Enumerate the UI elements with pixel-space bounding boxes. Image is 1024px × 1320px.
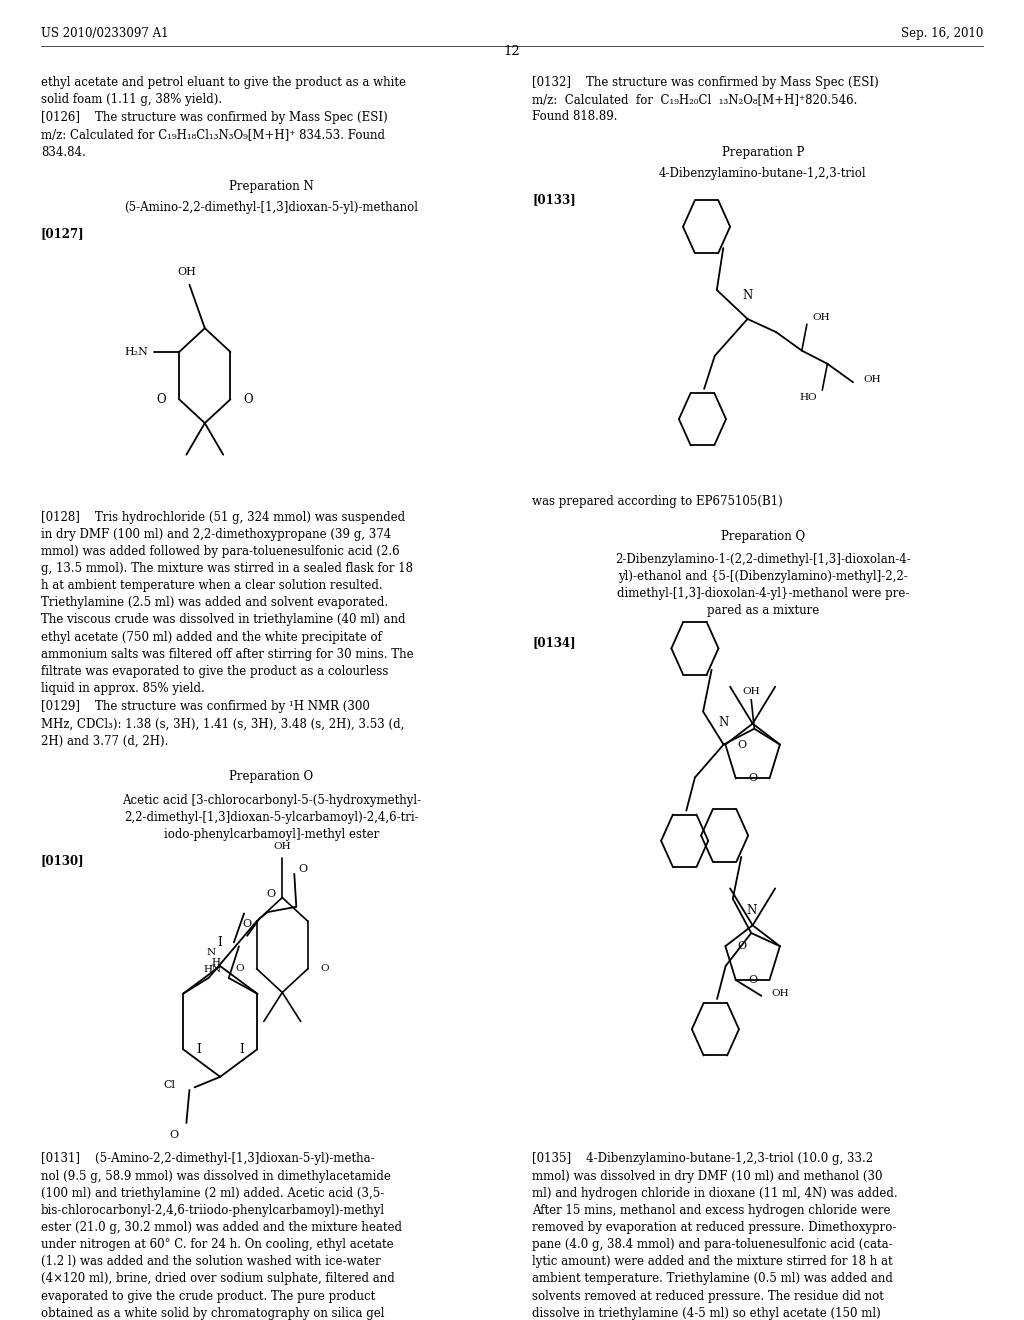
- Text: in dry DMF (100 ml) and 2,2-dimethoxypropane (39 g, 374: in dry DMF (100 ml) and 2,2-dimethoxypro…: [41, 528, 391, 541]
- Text: ml) and hydrogen chloride in dioxane (11 ml, 4N) was added.: ml) and hydrogen chloride in dioxane (11…: [532, 1187, 898, 1200]
- Text: O: O: [737, 739, 746, 750]
- Text: H₂N: H₂N: [125, 347, 148, 356]
- Text: O: O: [169, 1130, 178, 1139]
- Text: [0134]: [0134]: [532, 636, 577, 649]
- Text: O: O: [321, 964, 329, 973]
- Text: Found 818.89.: Found 818.89.: [532, 110, 617, 123]
- Text: O: O: [737, 941, 746, 952]
- Text: 2-Dibenzylamino-1-(2,2-dimethyl-[1,3]-dioxolan-4-: 2-Dibenzylamino-1-(2,2-dimethyl-[1,3]-di…: [615, 553, 910, 566]
- Text: filtrate was evaporated to give the product as a colourless: filtrate was evaporated to give the prod…: [41, 665, 388, 678]
- Text: N: N: [719, 715, 729, 729]
- Text: (5-Amino-2,2-dimethyl-[1,3]dioxan-5-yl)-methanol: (5-Amino-2,2-dimethyl-[1,3]dioxan-5-yl)-…: [124, 201, 419, 214]
- Text: [0127]: [0127]: [41, 227, 85, 240]
- Text: OH: OH: [812, 313, 829, 322]
- Text: (100 ml) and triethylamine (2 ml) added. Acetic acid (3,5-: (100 ml) and triethylamine (2 ml) added.…: [41, 1187, 384, 1200]
- Text: g, 13.5 mmol). The mixture was stirred in a sealed flask for 18: g, 13.5 mmol). The mixture was stirred i…: [41, 562, 413, 576]
- Text: nol (9.5 g, 58.9 mmol) was dissolved in dimethylacetamide: nol (9.5 g, 58.9 mmol) was dissolved in …: [41, 1170, 391, 1183]
- Text: [0131]    (5-Amino-2,2-dimethyl-[1,3]dioxan-5-yl)-metha-: [0131] (5-Amino-2,2-dimethyl-[1,3]dioxan…: [41, 1152, 375, 1166]
- Text: pared as a mixture: pared as a mixture: [707, 605, 819, 618]
- Text: [0133]: [0133]: [532, 193, 577, 206]
- Text: N: N: [742, 289, 753, 302]
- Text: iodo-phenylcarbamoyl]-methyl ester: iodo-phenylcarbamoyl]-methyl ester: [164, 828, 379, 841]
- Text: ammonium salts was filtered off after stirring for 30 mins. The: ammonium salts was filtered off after st…: [41, 648, 414, 661]
- Text: O: O: [298, 863, 307, 874]
- Text: 2,2-dimethyl-[1,3]dioxan-5-ylcarbamoyl)-2,4,6-tri-: 2,2-dimethyl-[1,3]dioxan-5-ylcarbamoyl)-…: [124, 810, 419, 824]
- Text: [0126]    The structure was confirmed by Mass Spec (ESI): [0126] The structure was confirmed by Ma…: [41, 111, 388, 124]
- Text: Acetic acid [3-chlorocarbonyl-5-(5-hydroxymethyl-: Acetic acid [3-chlorocarbonyl-5-(5-hydro…: [122, 795, 421, 807]
- Text: HN: HN: [204, 965, 221, 974]
- Text: O: O: [244, 393, 253, 405]
- Text: removed by evaporation at reduced pressure. Dimethoxypro-: removed by evaporation at reduced pressu…: [532, 1221, 897, 1234]
- Text: O: O: [749, 975, 757, 985]
- Text: [0128]    Tris hydrochloride (51 g, 324 mmol) was suspended: [0128] Tris hydrochloride (51 g, 324 mmo…: [41, 511, 406, 524]
- Text: 834.84.: 834.84.: [41, 145, 86, 158]
- Text: I: I: [218, 936, 222, 949]
- Text: m/z: Calculated for C₁₉H₁₈Cl₁₃N₃O₉[M+H]⁺ 834.53. Found: m/z: Calculated for C₁₉H₁₈Cl₁₃N₃O₉[M+H]⁺…: [41, 128, 385, 141]
- Text: H: H: [212, 958, 220, 968]
- Text: Triethylamine (2.5 ml) was added and solvent evaporated.: Triethylamine (2.5 ml) was added and sol…: [41, 597, 388, 610]
- Text: I: I: [197, 1043, 201, 1056]
- Text: mmol) was dissolved in dry DMF (10 ml) and methanol (30: mmol) was dissolved in dry DMF (10 ml) a…: [532, 1170, 883, 1183]
- Text: solid foam (1.11 g, 38% yield).: solid foam (1.11 g, 38% yield).: [41, 92, 222, 106]
- Text: dissolve in triethylamine (4-5 ml) so ethyl acetate (150 ml): dissolve in triethylamine (4-5 ml) so et…: [532, 1307, 882, 1320]
- Text: m/z:  Calculated  for  C₁₉H₂₀Cl  ₁₃N₂O₈[M+H]⁺820.546.: m/z: Calculated for C₁₉H₂₀Cl ₁₃N₂O₈[M+H]…: [532, 92, 858, 106]
- Text: N: N: [746, 904, 757, 917]
- Text: [0130]: [0130]: [41, 854, 85, 867]
- Text: dimethyl-[1,3]-dioxolan-4-yl}-methanol were pre-: dimethyl-[1,3]-dioxolan-4-yl}-methanol w…: [616, 587, 909, 601]
- Text: bis-chlorocarbonyl-2,4,6-triiodo-phenylcarbamoyl)-methyl: bis-chlorocarbonyl-2,4,6-triiodo-phenylc…: [41, 1204, 385, 1217]
- Text: OH: OH: [863, 375, 881, 384]
- Text: (4×120 ml), brine, dried over sodium sulphate, filtered and: (4×120 ml), brine, dried over sodium sul…: [41, 1272, 394, 1286]
- Text: solvents removed at reduced pressure. The residue did not: solvents removed at reduced pressure. Th…: [532, 1290, 885, 1303]
- Text: yl)-ethanol and {5-[(Dibenzylamino)-methyl]-2,2-: yl)-ethanol and {5-[(Dibenzylamino)-meth…: [618, 570, 907, 583]
- Text: 2H) and 3.77 (d, 2H).: 2H) and 3.77 (d, 2H).: [41, 735, 168, 747]
- Text: US 2010/0233097 A1: US 2010/0233097 A1: [41, 26, 169, 40]
- Text: Preparation N: Preparation N: [229, 180, 313, 193]
- Text: ethyl acetate and petrol eluant to give the product as a white: ethyl acetate and petrol eluant to give …: [41, 75, 406, 88]
- Text: ethyl acetate (750 ml) added and the white precipitate of: ethyl acetate (750 ml) added and the whi…: [41, 631, 382, 644]
- Text: OH: OH: [772, 989, 790, 998]
- Text: liquid in approx. 85% yield.: liquid in approx. 85% yield.: [41, 682, 205, 694]
- Text: 4-Dibenzylamino-butane-1,2,3-triol: 4-Dibenzylamino-butane-1,2,3-triol: [659, 166, 866, 180]
- Text: N: N: [207, 948, 216, 957]
- Text: ester (21.0 g, 30.2 mmol) was added and the mixture heated: ester (21.0 g, 30.2 mmol) was added and …: [41, 1221, 402, 1234]
- Text: obtained as a white solid by chromatography on silica gel: obtained as a white solid by chromatogra…: [41, 1307, 384, 1320]
- Text: OH: OH: [742, 686, 760, 696]
- Text: OH: OH: [273, 842, 291, 851]
- Text: was prepared according to EP675105(B1): was prepared according to EP675105(B1): [532, 495, 783, 508]
- Text: ambient temperature. Triethylamine (0.5 ml) was added and: ambient temperature. Triethylamine (0.5 …: [532, 1272, 893, 1286]
- Text: Sep. 16, 2010: Sep. 16, 2010: [901, 26, 983, 40]
- Text: h at ambient temperature when a clear solution resulted.: h at ambient temperature when a clear so…: [41, 579, 383, 593]
- Text: After 15 mins, methanol and excess hydrogen chloride were: After 15 mins, methanol and excess hydro…: [532, 1204, 891, 1217]
- Text: O: O: [157, 393, 166, 405]
- Text: Preparation O: Preparation O: [229, 771, 313, 783]
- Text: under nitrogen at 60° C. for 24 h. On cooling, ethyl acetate: under nitrogen at 60° C. for 24 h. On co…: [41, 1238, 393, 1251]
- Text: Preparation P: Preparation P: [722, 145, 804, 158]
- Text: (1.2 l) was added and the solution washed with ice-water: (1.2 l) was added and the solution washe…: [41, 1255, 381, 1269]
- Text: 12: 12: [504, 45, 520, 58]
- Text: MHz, CDCl₃): 1.38 (s, 3H), 1.41 (s, 3H), 3.48 (s, 2H), 3.53 (d,: MHz, CDCl₃): 1.38 (s, 3H), 1.41 (s, 3H),…: [41, 718, 404, 730]
- Text: Preparation Q: Preparation Q: [721, 531, 805, 544]
- Text: Cl: Cl: [163, 1080, 175, 1090]
- Text: mmol) was added followed by para-toluenesulfonic acid (2.6: mmol) was added followed by para-toluene…: [41, 545, 399, 558]
- Text: O: O: [266, 888, 275, 899]
- Text: OH: OH: [177, 267, 196, 277]
- Text: O: O: [749, 774, 757, 783]
- Text: [0132]    The structure was confirmed by Mass Spec (ESI): [0132] The structure was confirmed by Ma…: [532, 75, 880, 88]
- Text: lytic amount) were added and the mixture stirred for 18 h at: lytic amount) were added and the mixture…: [532, 1255, 893, 1269]
- Text: O: O: [236, 964, 245, 973]
- Text: [0135]    4-Dibenzylamino-butane-1,2,3-triol (10.0 g, 33.2: [0135] 4-Dibenzylamino-butane-1,2,3-trio…: [532, 1152, 873, 1166]
- Text: evaporated to give the crude product. The pure product: evaporated to give the crude product. Th…: [41, 1290, 375, 1303]
- Text: HO: HO: [800, 393, 817, 401]
- Text: O: O: [242, 919, 251, 929]
- Text: [0129]    The structure was confirmed by ¹H NMR (300: [0129] The structure was confirmed by ¹H…: [41, 701, 370, 713]
- Text: I: I: [240, 1043, 244, 1056]
- Text: pane (4.0 g, 38.4 mmol) and para-toluenesulfonic acid (cata-: pane (4.0 g, 38.4 mmol) and para-toluene…: [532, 1238, 893, 1251]
- Text: The viscous crude was dissolved in triethylamine (40 ml) and: The viscous crude was dissolved in triet…: [41, 614, 406, 627]
